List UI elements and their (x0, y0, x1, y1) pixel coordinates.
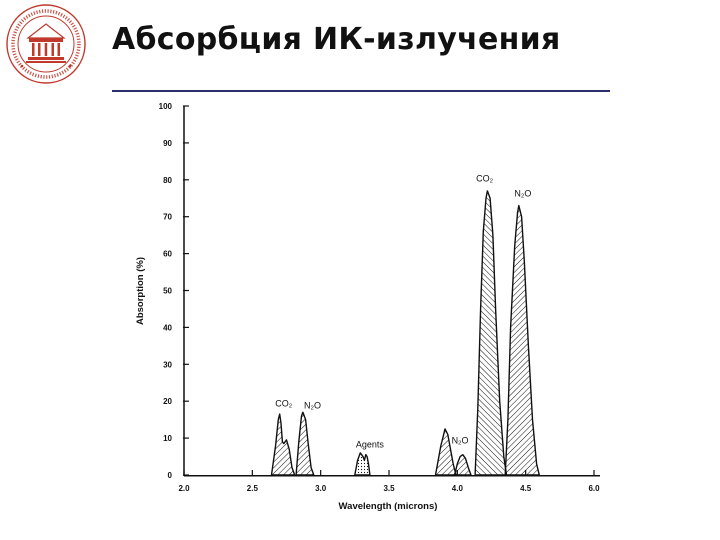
absorption-peak (504, 204, 540, 476)
x-tick-label: 2.5 (247, 484, 259, 493)
peak-label: N₂O (452, 436, 469, 446)
y-tick-label: 30 (163, 360, 172, 369)
chart-axes: 0 10 20 30 40 50 60 70 80 90 100 2.0 2.5 3.0 3.5 4.0 4.5… (159, 102, 600, 493)
x-tick-label: 6.0 (588, 484, 600, 493)
y-tick-label: 40 (163, 323, 172, 332)
x-tick-label: 4.0 (452, 484, 464, 493)
title-underline (112, 90, 610, 92)
absorption-peak (354, 452, 371, 476)
slide-title: Абсорбция ИК-излучения (112, 22, 561, 57)
absorption-peak (453, 454, 472, 476)
y-tick-label: 20 (163, 397, 172, 406)
x-axis-label: Wavelength (microns) (339, 501, 438, 512)
chart-annotations: CO₂ N₂O Agents N₂O CO₂ N₂O (275, 174, 531, 450)
y-tick-label: 90 (163, 139, 172, 148)
peak-label: Agents (356, 439, 385, 449)
peak-label: CO₂ (476, 174, 494, 184)
y-tick-label: 70 (163, 213, 172, 222)
absorption-peak (434, 428, 457, 476)
x-tick-label: 2.0 (178, 484, 190, 493)
y-tick-label: 10 (163, 434, 172, 443)
university-seal-logo (6, 4, 86, 84)
peak-label: CO₂ (275, 399, 293, 409)
peak-label: N₂O (304, 401, 321, 411)
chart-peaks (270, 190, 540, 476)
absorption-peak (474, 190, 508, 476)
absorption-peak (295, 411, 315, 476)
peak-label: N₂O (514, 188, 531, 198)
y-tick-label: 0 (168, 471, 173, 480)
y-tick-label: 60 (163, 250, 172, 259)
x-tick-label: 4.5 (520, 484, 532, 493)
absorption-peak (270, 413, 296, 476)
y-tick-label: 50 (163, 287, 172, 296)
x-tick-label: 3.5 (383, 484, 395, 493)
x-tick-label: 3.0 (315, 484, 327, 493)
y-tick-label: 100 (159, 102, 173, 111)
y-axis-label: Absorption (%) (135, 257, 146, 325)
y-tick-label: 80 (163, 176, 172, 185)
